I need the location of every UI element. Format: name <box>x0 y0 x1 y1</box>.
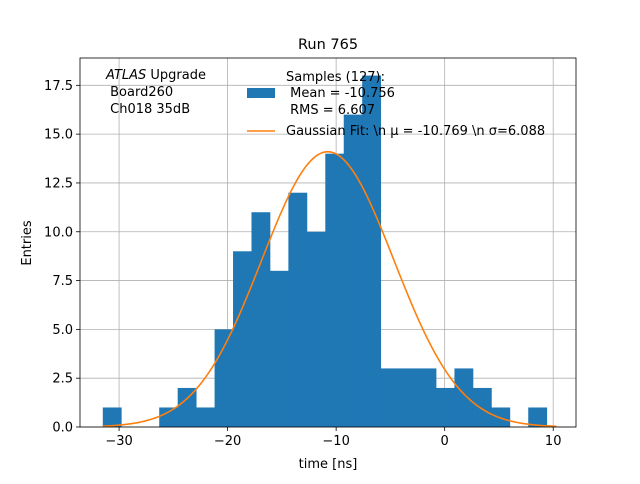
histogram-bar <box>325 153 345 427</box>
annotation-line-3: Ch018 35dB <box>106 102 190 117</box>
y-tick-label: 15.0 <box>44 128 73 143</box>
annotation-atlas-italic: ATLAS <box>105 68 146 83</box>
x-tick-label: −20 <box>214 434 241 449</box>
x-axis-label: time [ns] <box>299 457 358 472</box>
histogram-bar <box>417 368 437 427</box>
y-tick-label: 2.5 <box>52 372 73 387</box>
gaussian-fit-curve <box>102 150 557 428</box>
y-tick-label: 10.0 <box>44 225 73 240</box>
annotation-upgrade: Upgrade <box>146 68 206 83</box>
chart-title: Run 765 <box>298 37 358 53</box>
legend-samples-line-2: Mean = -10.756 <box>286 86 395 101</box>
x-tick-label: 0 <box>441 434 449 449</box>
annotation-line-2: Board260 <box>106 85 173 100</box>
atlas-annotation: ATLAS Upgrade Board260 Ch018 35dB <box>105 68 206 117</box>
histogram-bar <box>177 387 197 427</box>
legend-fit-label: Gaussian Fit: \n μ = -10.769 \n σ=6.088 <box>286 124 545 139</box>
plot-frame <box>79 57 577 428</box>
legend-samples-line-3: RMS = 6.607 <box>286 103 375 118</box>
histogram-bar <box>435 387 455 427</box>
histogram-bar <box>102 407 122 427</box>
x-tick-label: −30 <box>105 434 132 449</box>
histogram-bar <box>214 329 234 427</box>
y-tick-label: 17.5 <box>44 79 73 94</box>
x-tick-label: −10 <box>322 434 349 449</box>
axis-ticks: −30 −20 −10 0 10 0.0 2.5 5.0 7.5 10.0 12.5 15.0 17.5 <box>44 79 561 449</box>
histogram-bar <box>251 212 271 427</box>
legend-samples-line-1: Samples (127): <box>286 70 385 85</box>
x-tick-label: 10 <box>545 434 562 449</box>
histogram-bar <box>288 192 308 427</box>
y-tick-label: 5.0 <box>52 323 73 338</box>
histogram-bar <box>380 368 400 427</box>
histogram-bar <box>343 114 363 427</box>
y-axis-label: Entries <box>20 220 35 266</box>
legend-samples-swatch <box>247 88 275 98</box>
histogram-bar <box>159 407 179 427</box>
y-tick-label: 12.5 <box>44 176 73 191</box>
histogram-bar <box>362 75 382 428</box>
annotation-line-1: ATLAS Upgrade <box>105 68 206 83</box>
histogram-bar <box>306 231 326 427</box>
histogram-bar <box>399 368 418 427</box>
histogram-bar <box>454 368 474 427</box>
y-tick-label: 0.0 <box>52 421 73 436</box>
legend: Samples (127): Mean = -10.756 RMS = 6.60… <box>247 70 545 139</box>
y-tick-label: 7.5 <box>52 274 73 289</box>
histogram-bar <box>472 387 492 427</box>
histogram-bars <box>102 75 548 428</box>
histogram-bar <box>269 270 289 427</box>
histogram-bar <box>528 407 548 427</box>
histogram-bar <box>196 407 215 427</box>
histogram-bar <box>233 251 252 427</box>
